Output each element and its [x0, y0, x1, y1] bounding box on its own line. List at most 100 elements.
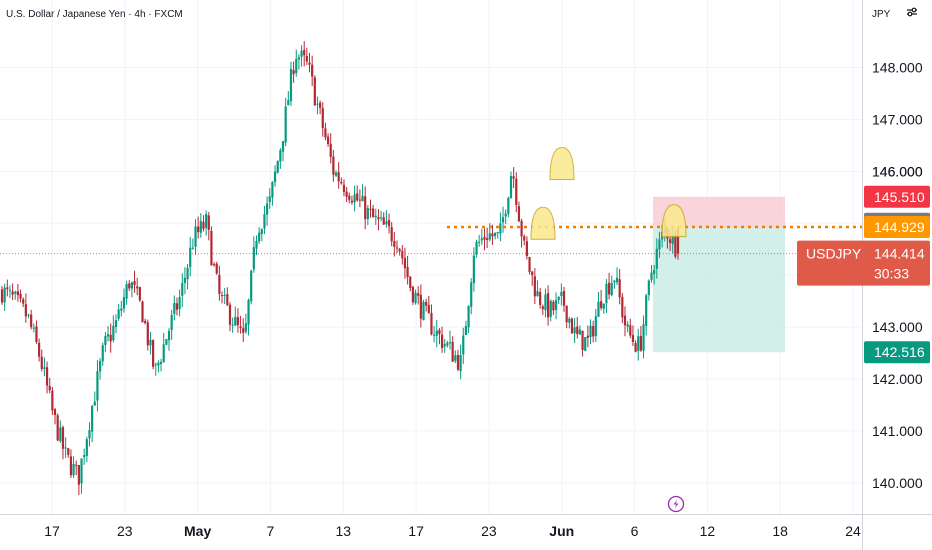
candle-body	[91, 406, 94, 432]
y-tick-label: 147.000	[872, 111, 923, 127]
candle-body	[499, 223, 502, 234]
candle-body	[613, 280, 616, 283]
candle-body	[350, 200, 354, 203]
candle-body	[122, 297, 126, 309]
candle-body	[676, 228, 680, 254]
candle-body	[634, 343, 637, 352]
candle-body	[525, 241, 528, 257]
candle-body	[289, 69, 293, 102]
candle-body	[326, 136, 330, 144]
candle-body	[523, 236, 526, 241]
candle-body	[430, 312, 433, 335]
candle-body	[414, 292, 417, 304]
candle-body	[48, 385, 51, 391]
candle-body	[488, 233, 491, 240]
candle-body	[629, 325, 632, 336]
candle-body	[459, 354, 462, 372]
candle-body	[541, 306, 544, 310]
candle-body	[448, 341, 452, 344]
level-price-label-bg	[864, 215, 930, 238]
candle-body	[72, 463, 75, 476]
candle-body	[528, 257, 531, 272]
candle-body	[265, 203, 269, 215]
candle-body	[419, 294, 422, 319]
x-tick-label: 23	[117, 523, 133, 539]
candle-body	[393, 241, 396, 247]
candle-body	[483, 236, 486, 240]
candle-body	[369, 208, 372, 210]
candle-body	[390, 227, 393, 242]
candle-body	[443, 344, 446, 347]
candle-body	[6, 287, 9, 290]
candle-body	[255, 240, 258, 249]
candle-body	[581, 330, 584, 350]
candle-body	[112, 325, 115, 341]
candle-body	[377, 217, 380, 220]
candle-body	[493, 232, 497, 237]
candle-body	[560, 291, 563, 297]
candle-body	[406, 267, 409, 278]
symbol-title[interactable]: U.S. Dollar / Japanese Yen · 4h · FXCM	[6, 9, 183, 20]
candle-body	[242, 328, 245, 333]
candle-body	[247, 299, 250, 325]
candle-body	[515, 178, 518, 205]
candle-body	[319, 102, 322, 108]
candle-body	[425, 301, 428, 306]
candle-body	[106, 334, 110, 337]
candle-body	[114, 320, 118, 327]
candle-body	[138, 287, 141, 301]
dividend-event-icon[interactable]	[667, 495, 685, 513]
candle-body	[671, 234, 674, 245]
candle-body	[324, 128, 327, 138]
settings-icon[interactable]	[907, 7, 917, 17]
candle-body	[576, 326, 579, 335]
candle-body	[263, 214, 266, 229]
candle-body	[589, 325, 592, 338]
candle-body	[395, 247, 399, 249]
candle-body	[14, 291, 17, 294]
target-price-label: 142.516	[874, 344, 925, 360]
target-price-label-bg	[864, 341, 930, 364]
candle-body	[133, 281, 136, 286]
top-marker	[661, 204, 687, 238]
candle-body	[348, 195, 351, 200]
candle-body	[210, 230, 213, 266]
candle-body	[454, 355, 457, 361]
candle-body	[340, 181, 343, 184]
candle-body	[212, 264, 216, 266]
candle-body	[456, 354, 460, 370]
candle-body	[0, 289, 4, 303]
candle-body	[61, 427, 65, 449]
candle-body	[152, 340, 155, 367]
candle-body	[554, 300, 558, 310]
candle-body	[199, 220, 202, 233]
x-tick-label: 7	[267, 523, 275, 539]
candle-body	[303, 49, 306, 56]
candle-body	[98, 360, 102, 372]
x-tick-label: Jun	[549, 523, 574, 539]
candle-body	[228, 304, 232, 325]
candle-body	[379, 217, 383, 219]
candle-body	[40, 356, 43, 369]
candle-body	[557, 296, 560, 301]
candle-body	[231, 324, 234, 326]
candle-body	[470, 282, 473, 307]
x-tick-label: 18	[772, 523, 788, 539]
candle-body	[342, 184, 346, 193]
candle-body	[178, 297, 181, 310]
candle-body	[480, 238, 483, 241]
candle-body	[398, 248, 401, 252]
candle-body	[234, 316, 237, 326]
candle-body	[250, 270, 253, 302]
candle-body	[38, 342, 41, 357]
candle-body	[53, 409, 57, 415]
top-marker	[549, 147, 575, 181]
candle-body	[183, 277, 187, 284]
candle-body	[512, 176, 515, 179]
candle-body	[451, 341, 454, 362]
candle-body	[67, 448, 70, 455]
candle-body	[295, 58, 298, 74]
candle-body	[438, 329, 441, 335]
candle-body	[300, 50, 303, 57]
